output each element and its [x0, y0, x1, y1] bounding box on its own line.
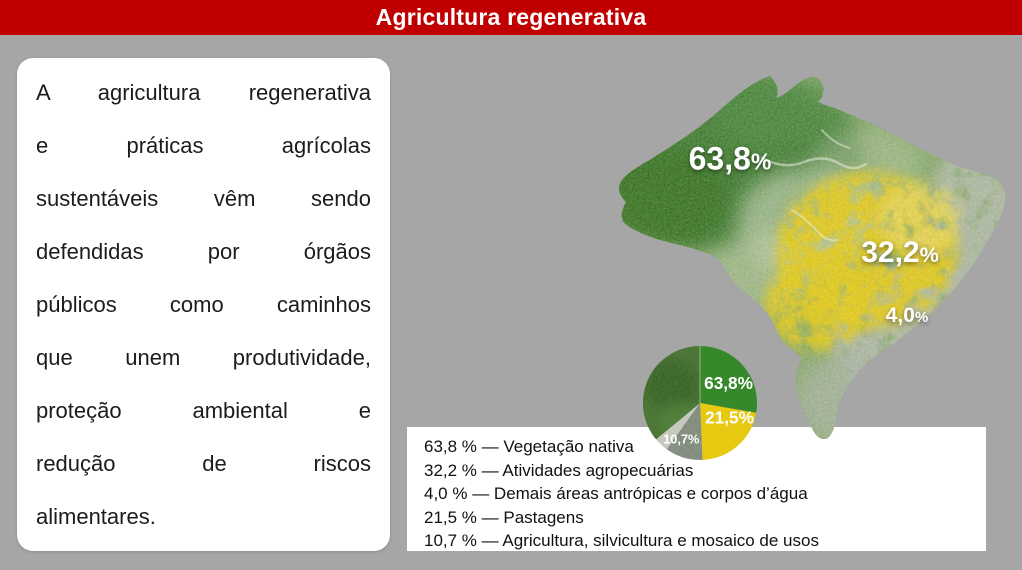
page-title: Agricultura regenerativa	[375, 4, 647, 30]
card-line: A agricultura regenerativa	[36, 80, 371, 105]
pie-label-agriculture-mosaic: 10,7%	[663, 431, 700, 446]
header-bar: Agricultura regenerativa	[0, 0, 1022, 35]
map-label-agro-activities: 32,2%	[861, 236, 939, 269]
pie-label-pastures: 21,5%	[705, 408, 754, 428]
map-label-other-anthropic: 4,0%	[885, 304, 929, 327]
card-line: alimentares.	[36, 504, 156, 529]
land-use-pie-chart: 63,8% 21,5% 10,7%	[641, 344, 759, 462]
text-card: A agricultura regenerativa e práticas ag…	[17, 58, 390, 551]
pie-slice-native-vegetation	[700, 345, 758, 413]
card-line: que unem produtividade,	[36, 345, 371, 370]
legend-item: 63,8 % — Vegetação nativa	[424, 437, 634, 456]
card-line: defendidas por órgãos	[36, 239, 371, 264]
pie-label-native-vegetation: 63,8%	[704, 373, 753, 393]
legend-item: 10,7 % — Agricultura, silvicultura e mos…	[424, 531, 819, 550]
legend-item: 32,2 % — Atividades agropecuárias	[424, 460, 694, 480]
legend-item: 4,0 % — Demais áreas antrópicas e corpos…	[424, 484, 808, 503]
card-line: proteção ambiental e	[36, 398, 371, 423]
pie-chart-svg: 63,8% 21,5% 10,7%	[642, 345, 758, 461]
map-label-native-vegetation: 63,8%	[688, 140, 772, 177]
pie-slice-pastures	[700, 403, 757, 460]
card-line: públicos como caminhos	[36, 292, 371, 317]
legend-item: 21,5 % — Pastagens	[424, 507, 584, 527]
card-line: e práticas agrícolas	[36, 133, 371, 158]
card-line: sustentáveis vêm sendo	[36, 186, 371, 211]
pie-slice-other-anthropic	[656, 403, 700, 450]
card-line: redução de riscos	[36, 451, 371, 476]
